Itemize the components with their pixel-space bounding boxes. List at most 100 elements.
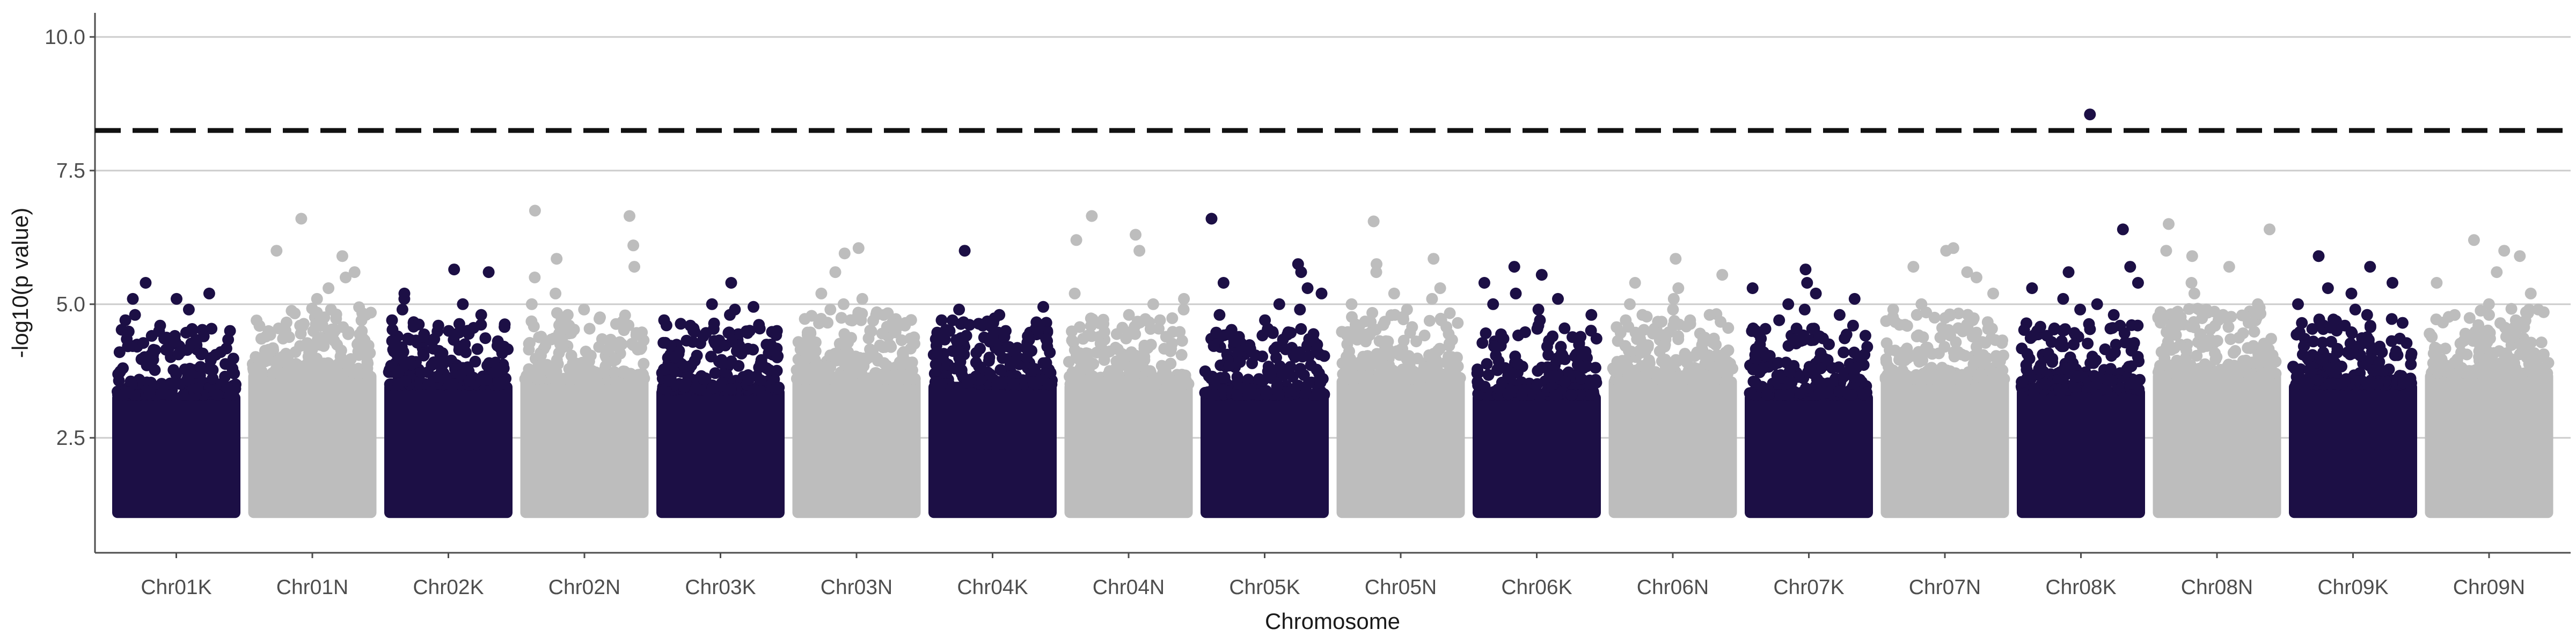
snp-point — [1558, 376, 1571, 388]
snp-point — [2021, 348, 2033, 360]
snp-point-top — [1585, 309, 1598, 321]
snp-point — [1655, 373, 1667, 385]
snp-point — [311, 367, 324, 379]
snp-point-top — [2074, 303, 2087, 316]
snp-point — [1405, 372, 1417, 384]
snp-point — [1082, 378, 1095, 390]
snp-point — [1708, 332, 1720, 345]
snp-point — [1382, 335, 1394, 348]
snp-point-top — [2163, 218, 2175, 230]
snp-point — [1210, 326, 1223, 339]
snp-point — [1981, 352, 1993, 364]
snp-point-top — [1003, 341, 1015, 353]
snp-point — [1838, 371, 1849, 383]
snp-point — [386, 324, 399, 336]
snp-point — [1642, 339, 1654, 352]
snp-point — [2296, 317, 2308, 329]
snp-point — [2362, 378, 2374, 390]
snp-point — [447, 378, 459, 390]
snp-point — [2454, 338, 2467, 350]
snp-point — [2535, 336, 2548, 348]
dense-points-block — [656, 387, 785, 518]
snp-point-top — [457, 298, 469, 310]
y-tick-label: 7.5 — [56, 159, 85, 182]
snp-point — [211, 389, 224, 401]
snp-point — [433, 345, 445, 357]
snp-point-top — [1672, 282, 1685, 294]
snp-point — [747, 343, 759, 356]
snp-point-top — [1426, 292, 1438, 305]
snp-point — [1130, 349, 1141, 362]
snp-point-top — [2524, 287, 2537, 299]
chromosome-Chr06K — [1471, 261, 1602, 518]
snp-point — [122, 325, 135, 338]
snp-point-top — [855, 314, 867, 326]
snp-point — [1776, 373, 1788, 385]
snp-point — [1858, 348, 1871, 361]
snp-point-top — [2062, 266, 2075, 279]
snp-point — [1848, 371, 1860, 383]
snp-point — [2125, 360, 2138, 372]
snp-point — [2405, 358, 2417, 370]
snp-point — [330, 324, 341, 336]
snp-point-top — [1345, 298, 1358, 310]
snp-point — [1512, 358, 1524, 370]
snp-point — [983, 352, 996, 364]
snp-point — [220, 342, 232, 355]
snp-point — [1667, 371, 1679, 384]
snp-point-top — [1970, 272, 1982, 283]
snp-point — [835, 312, 847, 324]
snp-point — [2238, 310, 2250, 322]
snp-point-top — [551, 253, 563, 265]
snp-point — [833, 338, 846, 350]
x-tick-label: Chr03N — [821, 576, 892, 599]
dense-points-block — [384, 382, 513, 518]
snp-point — [619, 309, 631, 321]
snp-point — [1970, 326, 1982, 339]
snp-point — [1747, 375, 1760, 387]
snp-point — [1043, 378, 1055, 391]
snp-point — [2499, 321, 2511, 334]
snp-point — [342, 326, 355, 338]
snp-point — [896, 334, 908, 346]
snp-point — [145, 330, 158, 342]
snp-point-top — [984, 335, 996, 348]
snp-point — [1981, 316, 1994, 328]
snp-point — [158, 332, 170, 345]
snp-point-top — [1022, 330, 1034, 342]
snp-point — [1699, 369, 1711, 382]
snp-point — [2477, 331, 2489, 343]
snp-point-top — [870, 309, 882, 321]
snp-point — [1549, 359, 1561, 371]
snp-point-top — [1154, 314, 1166, 326]
snp-point — [1176, 335, 1188, 347]
snp-point-top — [2124, 261, 2136, 273]
snp-point — [975, 361, 987, 374]
snp-point — [1976, 372, 1988, 384]
snp-point — [1944, 330, 1956, 342]
snp-point-top — [935, 314, 948, 326]
chromosome-Chr06N — [1607, 253, 1739, 518]
snp-point — [431, 370, 443, 383]
dense-points-block — [928, 382, 1057, 518]
snp-point — [756, 358, 768, 370]
snp-point — [535, 331, 547, 343]
snp-point — [1379, 316, 1391, 328]
snp-point — [1396, 372, 1408, 385]
snp-point — [565, 349, 577, 362]
x-tick-label: Chr05N — [1365, 576, 1437, 599]
snp-point — [463, 375, 475, 387]
snp-point — [1336, 326, 1348, 338]
snp-point — [2244, 342, 2257, 354]
snp-point — [293, 367, 305, 379]
snp-point — [469, 355, 481, 368]
snp-point — [2316, 336, 2329, 349]
snp-point-top — [771, 325, 783, 337]
snp-point — [813, 317, 825, 330]
snp-point-top — [1147, 298, 1159, 310]
snp-point — [801, 373, 813, 385]
snp-point — [1518, 384, 1531, 396]
snp-point-top — [340, 272, 352, 283]
x-tick-label: Chr01N — [276, 576, 348, 599]
snp-point — [1590, 377, 1602, 389]
